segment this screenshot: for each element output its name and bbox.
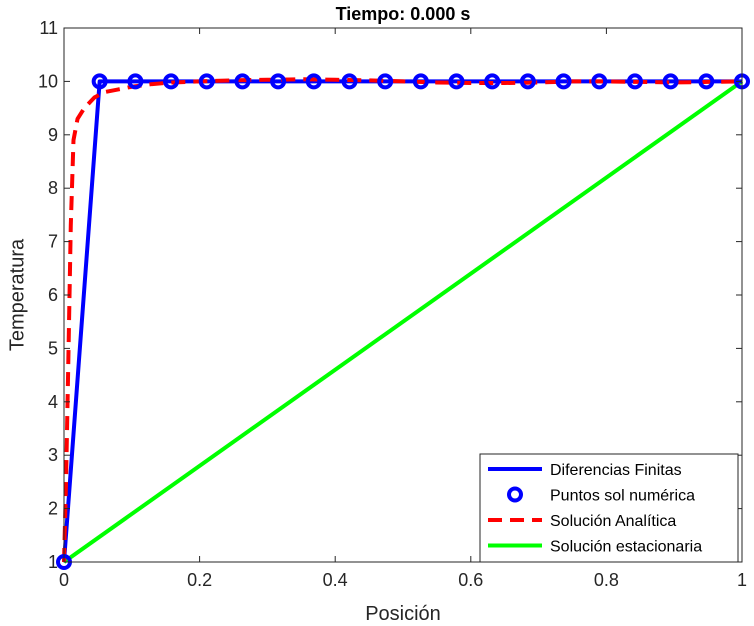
y-tick-label: 9 bbox=[48, 125, 58, 145]
series-line-solucion-analitica bbox=[62, 77, 743, 563]
y-tick-label: 4 bbox=[48, 392, 58, 412]
marker-point bbox=[234, 73, 251, 90]
x-tick-label: 0.6 bbox=[458, 570, 483, 590]
y-tick-label: 6 bbox=[48, 285, 58, 305]
chart-title: Tiempo: 0.000 s bbox=[336, 4, 471, 24]
x-tick-label: 1 bbox=[737, 570, 747, 590]
marker-point bbox=[127, 73, 144, 90]
marker-point bbox=[270, 73, 287, 90]
marker-point bbox=[377, 73, 394, 90]
marker-point bbox=[519, 73, 536, 90]
y-tick-label: 3 bbox=[48, 445, 58, 465]
y-tick-label: 2 bbox=[48, 499, 58, 519]
marker-point bbox=[626, 73, 643, 90]
y-axis-label: Temperatura bbox=[6, 238, 28, 351]
marker-point bbox=[305, 73, 322, 90]
y-tick-label: 5 bbox=[48, 338, 58, 358]
x-tick-label: 0.4 bbox=[323, 570, 348, 590]
marker-point bbox=[448, 73, 465, 90]
legend-entry-label: Solución Analítica bbox=[550, 513, 676, 530]
series-layer bbox=[56, 73, 750, 570]
marker-point bbox=[198, 73, 215, 90]
x-tick-label: 0 bbox=[59, 570, 69, 590]
marker-point bbox=[341, 73, 358, 90]
marker-point bbox=[662, 73, 679, 90]
marker-point bbox=[91, 73, 108, 90]
series-line-solucion-estacionaria bbox=[62, 79, 744, 564]
marker-point bbox=[698, 73, 715, 90]
legend: Diferencias Finitas Puntos sol numérica So… bbox=[479, 453, 739, 563]
marker-point bbox=[484, 73, 501, 90]
legend-entry-label: Diferencias Finitas bbox=[550, 462, 682, 479]
marker-point bbox=[555, 73, 572, 90]
marker-point bbox=[163, 73, 180, 90]
marker-point bbox=[412, 73, 429, 90]
legend-marker bbox=[507, 486, 523, 503]
y-tick-label: 11 bbox=[39, 18, 58, 38]
x-axis-label: Posición bbox=[365, 603, 441, 625]
legend-entry-label: Puntos sol numérica bbox=[550, 488, 695, 505]
y-tick-label: 1 bbox=[48, 552, 58, 572]
x-tick-label: 0.2 bbox=[187, 570, 212, 590]
marker-point bbox=[591, 73, 608, 90]
y-tick-label: 8 bbox=[48, 178, 58, 198]
x-tick-label: 0.8 bbox=[594, 570, 619, 590]
y-tick-label: 7 bbox=[48, 232, 58, 252]
y-tick-label: 10 bbox=[38, 71, 58, 91]
legend-entry-label: Solución estacionaria bbox=[550, 539, 702, 556]
